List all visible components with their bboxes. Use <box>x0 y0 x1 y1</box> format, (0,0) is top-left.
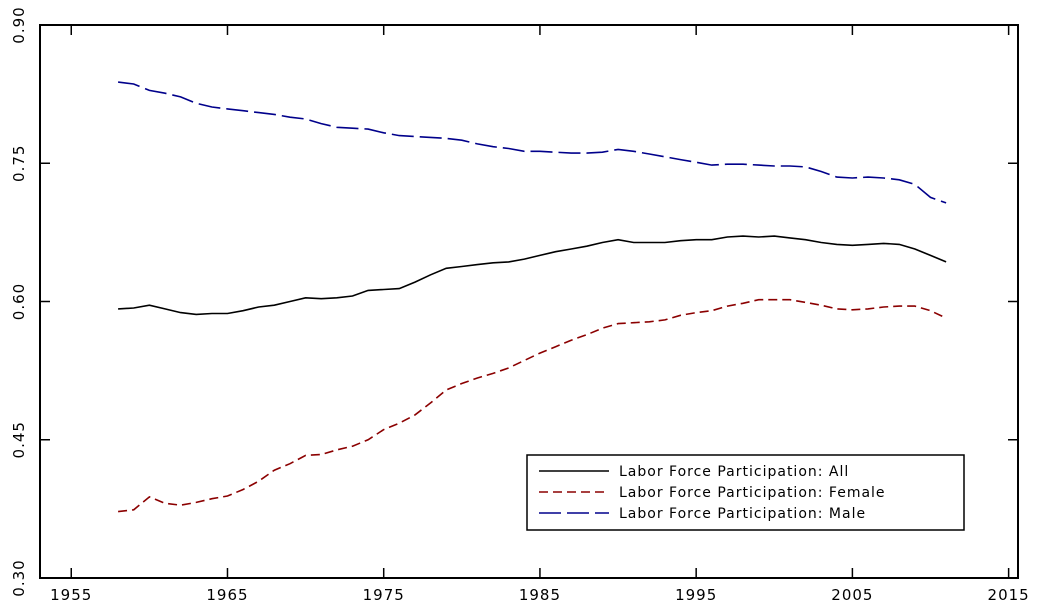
series-line <box>118 298 947 513</box>
x-tick-label: 2005 <box>831 586 873 604</box>
y-tick-label: 0.60 <box>10 283 28 320</box>
x-tick-label: 1995 <box>675 586 717 604</box>
y-tick-label: 0.45 <box>10 421 28 458</box>
legend-label: Labor Force Participation: Female <box>619 485 886 501</box>
series-line <box>118 81 947 204</box>
y-tick-label: 0.90 <box>10 6 28 43</box>
x-tick-label: 1975 <box>363 586 405 604</box>
x-tick-label: 1985 <box>519 586 561 604</box>
x-tick-label: 1965 <box>206 586 248 604</box>
x-tick-label: 1955 <box>50 586 92 604</box>
legend: Labor Force Participation: All Labor Forc… <box>526 454 965 531</box>
legend-label: Labor Force Participation: All <box>619 464 849 480</box>
series-line <box>118 235 947 316</box>
y-tick-label: 0.30 <box>10 559 28 596</box>
x-tick-label: 2015 <box>988 586 1030 604</box>
y-tick-label: 0.75 <box>10 145 28 182</box>
legend-label: Labor Force Participation: Male <box>619 506 866 522</box>
